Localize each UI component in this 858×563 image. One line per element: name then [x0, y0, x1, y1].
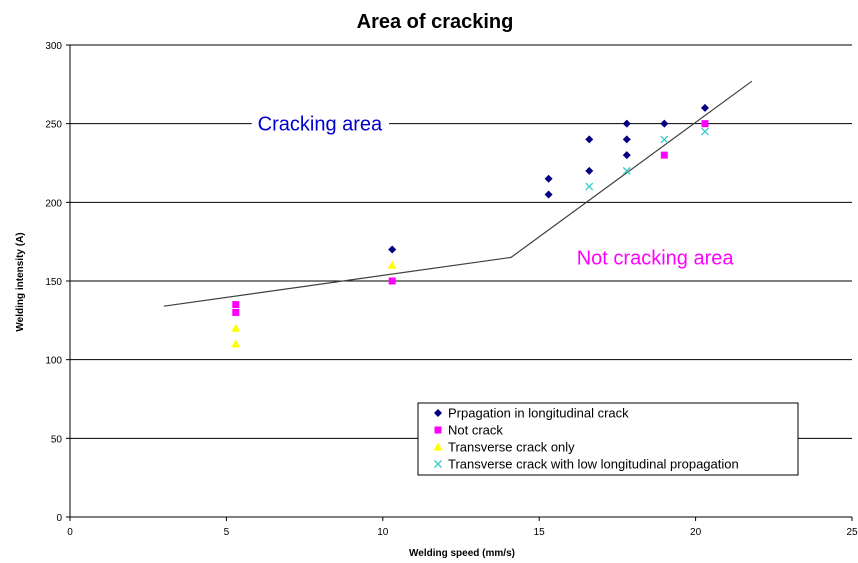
data-point-series-4 [660, 135, 669, 144]
boundary-line-group [163, 80, 753, 307]
legend-label: Transverse crack only [448, 440, 575, 455]
legend-label: Prpagation in longitudinal crack [448, 406, 629, 421]
data-point-series-1 [700, 103, 709, 112]
data-point-series-2 [660, 151, 668, 159]
data-point-series-1 [388, 245, 397, 254]
x-tick-label: 20 [690, 527, 702, 538]
data-point-series-2 [388, 277, 396, 285]
y-tick-label: 300 [45, 41, 62, 52]
x-tick-label: 25 [846, 527, 858, 538]
data-point-series-3 [231, 339, 241, 348]
y-tick-label: 250 [45, 120, 62, 131]
data-point-series-3 [231, 323, 241, 332]
grid-lines [70, 44, 852, 439]
annotation-text: Not cracking area [577, 247, 735, 269]
data-point-series-1 [622, 151, 631, 160]
legend: Prpagation in longitudinal crack Not crac… [417, 402, 799, 476]
tick-labels: 0 50 100 150 200 250 300 0 5 10 15 20 25 [45, 41, 858, 538]
x-tick-label: 15 [534, 527, 546, 538]
boundary-line [163, 80, 753, 307]
data-point-series-1 [622, 119, 631, 128]
legend-marker [434, 460, 442, 468]
legend-marker [434, 426, 442, 434]
data-point-series-1 [544, 190, 553, 199]
x-tick-label: 0 [67, 527, 73, 538]
data-point-series-2 [232, 308, 240, 316]
legend-box [417, 402, 799, 476]
legend-label: Transverse crack with low longitudinal p… [448, 457, 739, 472]
data-point-series-1 [585, 166, 594, 175]
chart-title: Area of cracking [357, 11, 514, 33]
data-point-series-2 [701, 120, 709, 128]
data-point-series-1 [585, 135, 594, 144]
data-points [231, 103, 709, 348]
y-tick-label: 150 [45, 277, 62, 288]
x-tick-label: 10 [377, 527, 389, 538]
data-point-series-1 [544, 174, 553, 183]
y-tick-label: 0 [56, 513, 62, 524]
data-point-series-4 [701, 127, 709, 136]
legend-marker [434, 409, 442, 417]
annotation-text: Cracking area [258, 114, 383, 136]
axes [66, 44, 853, 521]
data-point-series-3 [387, 260, 397, 269]
x-tick-label: 5 [224, 527, 230, 538]
y-tick-label: 200 [45, 198, 62, 209]
data-point-series-4 [585, 182, 594, 191]
x-axis-label: Welding speed (mm/s) [409, 548, 515, 559]
data-point-series-2 [232, 301, 240, 309]
y-tick-label: 100 [45, 356, 62, 367]
y-axis-label: Welding intensity (A) [15, 232, 26, 331]
annotation-background [251, 111, 390, 138]
legend-marker [433, 442, 443, 451]
annotation-background [570, 245, 741, 272]
data-point-series-1 [660, 119, 669, 128]
data-point-series-1 [622, 135, 631, 144]
y-tick-label: 50 [51, 434, 63, 445]
annotations: Cracking area Not cracking area [251, 111, 741, 272]
data-point-series-4 [622, 166, 631, 175]
legend-label: Not crack [448, 423, 503, 438]
